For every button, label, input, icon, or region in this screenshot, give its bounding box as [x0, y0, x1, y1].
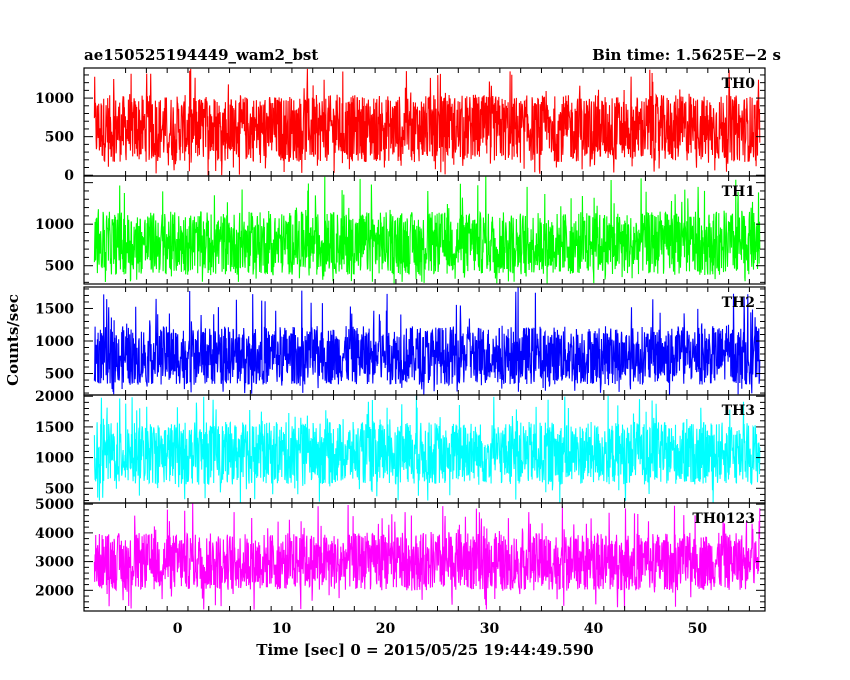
trace-th0 [93, 68, 761, 176]
x-tick-label: 40 [584, 621, 604, 637]
y-tick-label: 2000 [35, 583, 74, 599]
y-tick-label: 4000 [35, 526, 74, 542]
panel-label-th0: TH0 [722, 76, 756, 92]
y-tick-label: 1000 [35, 451, 74, 467]
trace-th1 [93, 176, 761, 284]
plot-title-left: ae150525194449_wam2_bst [84, 46, 318, 64]
y-tick-label: 1500 [35, 420, 74, 436]
y-tick-label: 2000 [35, 389, 74, 405]
panel-label-th0123: TH0123 [692, 511, 755, 527]
y-tick-label: 500 [45, 367, 74, 383]
panel-label-th1: TH1 [722, 184, 755, 200]
panel-label-th2: TH2 [722, 295, 755, 311]
y-tick-label: 1500 [35, 301, 74, 317]
panel-frame-th0123 [83, 502, 766, 612]
y-tick-label: 500 [45, 130, 74, 146]
panel-label-th3: TH3 [722, 403, 755, 419]
y-tick-label: 5000 [35, 497, 74, 513]
y-tick-label: 1000 [35, 217, 74, 233]
trace-th3 [93, 395, 761, 503]
x-tick-label: 10 [272, 621, 292, 637]
y-tick-label: 1000 [35, 91, 74, 107]
trace-th0123 [93, 503, 761, 610]
x-tick-label: 20 [376, 621, 396, 637]
panel-frame-th1 [83, 175, 766, 285]
y-tick-label: 3000 [35, 555, 74, 571]
y-axis-label: Counts/sec [4, 294, 22, 386]
y-tick-label: 1000 [35, 334, 74, 350]
x-axis-label: Time [sec] 0 = 2015/05/25 19:44:49.590 [256, 641, 593, 659]
trace-th2 [93, 287, 761, 395]
y-tick-label: 500 [45, 259, 74, 275]
x-tick-label: 50 [688, 621, 708, 637]
plot-title-right: Bin time: 1.5625E−2 s [592, 46, 781, 64]
x-tick-label: 0 [173, 621, 183, 637]
y-tick-label: 500 [45, 481, 74, 497]
x-tick-label: 30 [480, 621, 500, 637]
y-tick-label: 0 [64, 168, 74, 184]
